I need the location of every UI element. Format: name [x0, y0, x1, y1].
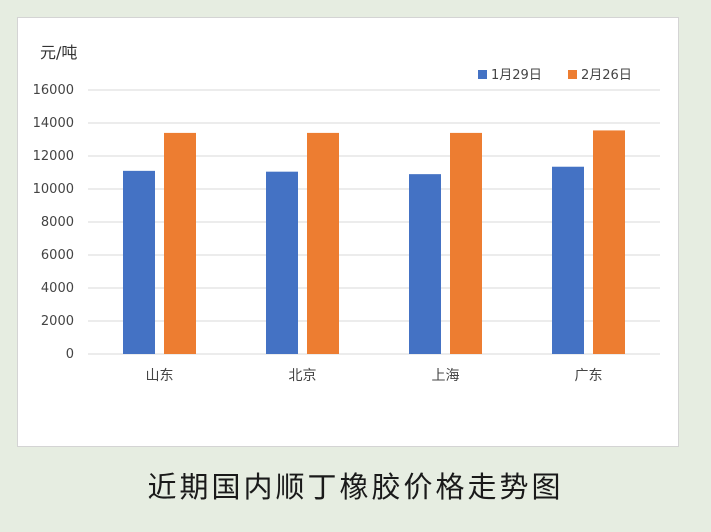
- x-category-label: 山东: [146, 368, 174, 384]
- bars: [123, 130, 625, 354]
- x-category-label: 上海: [432, 368, 460, 384]
- bar-chart: 0 2000 4000 6000 8000 10000 12000 14000 16000 山东…: [33, 43, 660, 384]
- bar-2-1: [164, 132, 196, 354]
- y-tick-label: 6000: [41, 248, 74, 263]
- y-tick-label: 10000: [33, 182, 74, 197]
- figure-caption: 近期国内顺丁橡胶价格走势图: [147, 470, 564, 504]
- x-axis-categories: 山东 北京 上海 广东: [146, 368, 603, 384]
- bar-1-1: [123, 170, 155, 354]
- y-tick-label: 14000: [33, 116, 74, 131]
- x-category-label: 北京: [289, 368, 317, 384]
- y-tick-label: 0: [66, 347, 74, 362]
- bar-1-3: [409, 174, 441, 354]
- legend-swatch: [478, 70, 487, 79]
- y-axis-unit-label: 元/吨: [40, 43, 77, 62]
- legend-label: 1月29日: [491, 68, 542, 83]
- y-tick-label: 8000: [41, 215, 74, 230]
- bar-2-4: [593, 130, 625, 354]
- legend: 1月29日 2月26日: [478, 68, 632, 83]
- y-tick-label: 12000: [33, 149, 74, 164]
- y-tick-label: 4000: [41, 281, 74, 296]
- y-tick-label: 2000: [41, 314, 74, 329]
- x-category-label: 广东: [575, 368, 603, 384]
- y-axis-ticks: 0 2000 4000 6000 8000 10000 12000 14000 16000: [33, 83, 74, 362]
- bar-1-2: [266, 171, 298, 354]
- bar-2-3: [450, 132, 482, 354]
- legend-label: 2月26日: [581, 68, 632, 83]
- bar-1-4: [552, 166, 584, 354]
- bar-2-2: [307, 132, 339, 354]
- chart-panel: 0 2000 4000 6000 8000 10000 12000 14000 16000 山东…: [17, 17, 679, 447]
- y-tick-label: 16000: [33, 83, 74, 98]
- legend-swatch: [568, 70, 577, 79]
